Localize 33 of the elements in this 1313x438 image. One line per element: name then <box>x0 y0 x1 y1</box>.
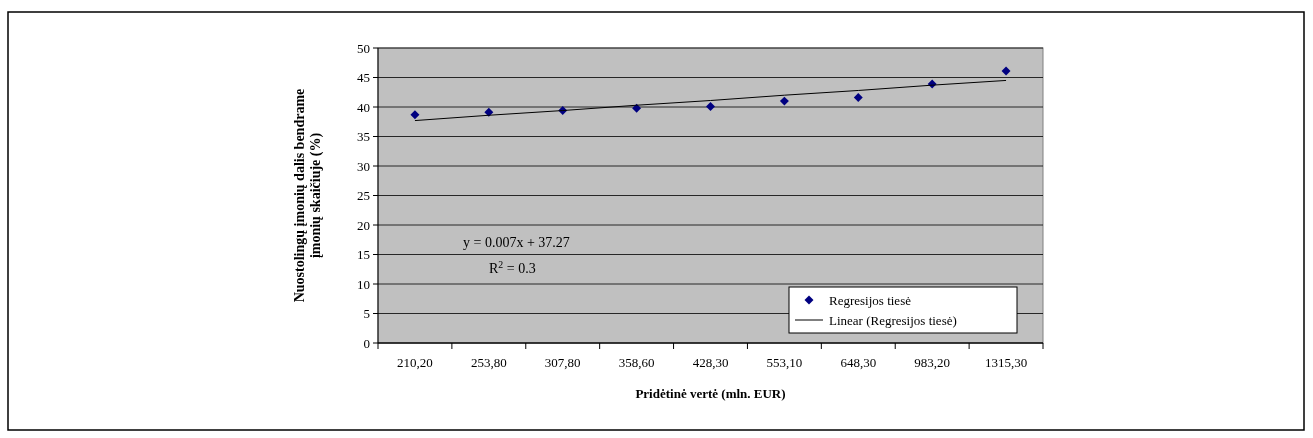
y-tick-label: 25 <box>357 188 370 204</box>
x-tick-label: 358,60 <box>618 355 655 370</box>
y-tick-label: 50 <box>357 40 370 56</box>
x-tick-label: 210,20 <box>397 355 433 370</box>
x-tick-label: 648,30 <box>840 355 877 370</box>
legend-label: Linear (Regresijos tiesė) <box>829 312 957 328</box>
y-axis-title: Nuostolingų įmonių dalis bendrame įmonių skaičiuje (%) <box>291 88 325 303</box>
x-axis-title: Pridėtinė vertė (mln. EUR) <box>635 386 786 401</box>
point <box>853 93 863 103</box>
point <box>632 103 642 113</box>
y-tick-label: 35 <box>357 129 370 145</box>
x-tick-label: 1315,30 <box>984 355 1028 370</box>
point <box>410 110 420 120</box>
legend-label: Regresijos tiesė <box>829 292 912 308</box>
x-tick-label: 253,80 <box>470 355 507 370</box>
point <box>484 107 494 117</box>
x-tick-label: 428,30 <box>692 355 729 370</box>
point <box>706 101 715 111</box>
x-tick-label: 553,10 <box>766 355 803 370</box>
annotation: y = 0.007x + 37.27 <box>463 235 570 250</box>
y-tick-label: 0 <box>363 335 370 351</box>
x-tick-label: 307,80 <box>544 355 581 370</box>
annotation: R$^{2}$ = 0.3 <box>489 258 536 276</box>
y-tick-label: 5 <box>363 306 370 322</box>
y-tick-label: 30 <box>357 158 370 174</box>
y-tick-label: 40 <box>357 99 370 115</box>
y-tick-label: 10 <box>357 276 370 292</box>
y-tick-label: 20 <box>357 217 370 233</box>
point <box>1001 66 1011 76</box>
point <box>779 96 789 106</box>
y-tick-label: 15 <box>357 247 370 263</box>
y-tick-label: 45 <box>357 70 370 86</box>
x-tick-label: 983,20 <box>914 355 951 370</box>
